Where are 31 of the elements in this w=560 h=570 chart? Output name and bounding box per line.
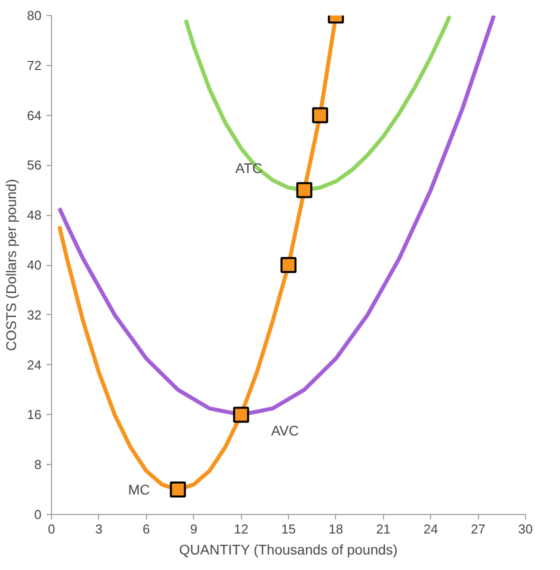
x-tick-label: 18 (328, 522, 344, 536)
x-tick-label: 27 (470, 522, 486, 536)
y-tick-label: 8 (34, 457, 42, 472)
x-tick-label: 6 (142, 522, 150, 536)
x-tick-label: 0 (48, 522, 56, 536)
y-tick-label: 80 (27, 8, 42, 23)
x-tick-label: 9 (190, 522, 198, 536)
y-tick-label: 40 (27, 258, 42, 272)
y-tick-label: 72 (27, 58, 42, 73)
y-tick-label: 0 (34, 507, 42, 522)
point (296, 182, 312, 198)
series-label: MC (128, 482, 150, 498)
x-tick-label: 30 (518, 522, 533, 536)
y-tick-label: 16 (27, 407, 42, 422)
x-tick-label: 21 (376, 522, 391, 536)
point (233, 406, 250, 423)
y-tick-label: 32 (27, 307, 42, 322)
point (170, 482, 186, 498)
x-axis-title: QUANTITY (Thousands of pounds) (179, 542, 398, 558)
point (312, 107, 328, 124)
y-tick-label: 56 (27, 158, 42, 173)
x-tick-label: 3 (95, 522, 103, 536)
x-tick-label: 12 (234, 522, 248, 536)
point (280, 257, 296, 273)
x-tick-label: 15 (281, 522, 296, 536)
y-tick-label: 24 (27, 357, 42, 372)
y-tick-label: 64 (27, 108, 42, 123)
y-tick-label: 48 (27, 208, 42, 223)
y-axis-title: COSTS (Dollars per pound) (3, 179, 20, 351)
x-tick-label: 24 (423, 522, 438, 536)
series-label: AVC (271, 422, 299, 439)
